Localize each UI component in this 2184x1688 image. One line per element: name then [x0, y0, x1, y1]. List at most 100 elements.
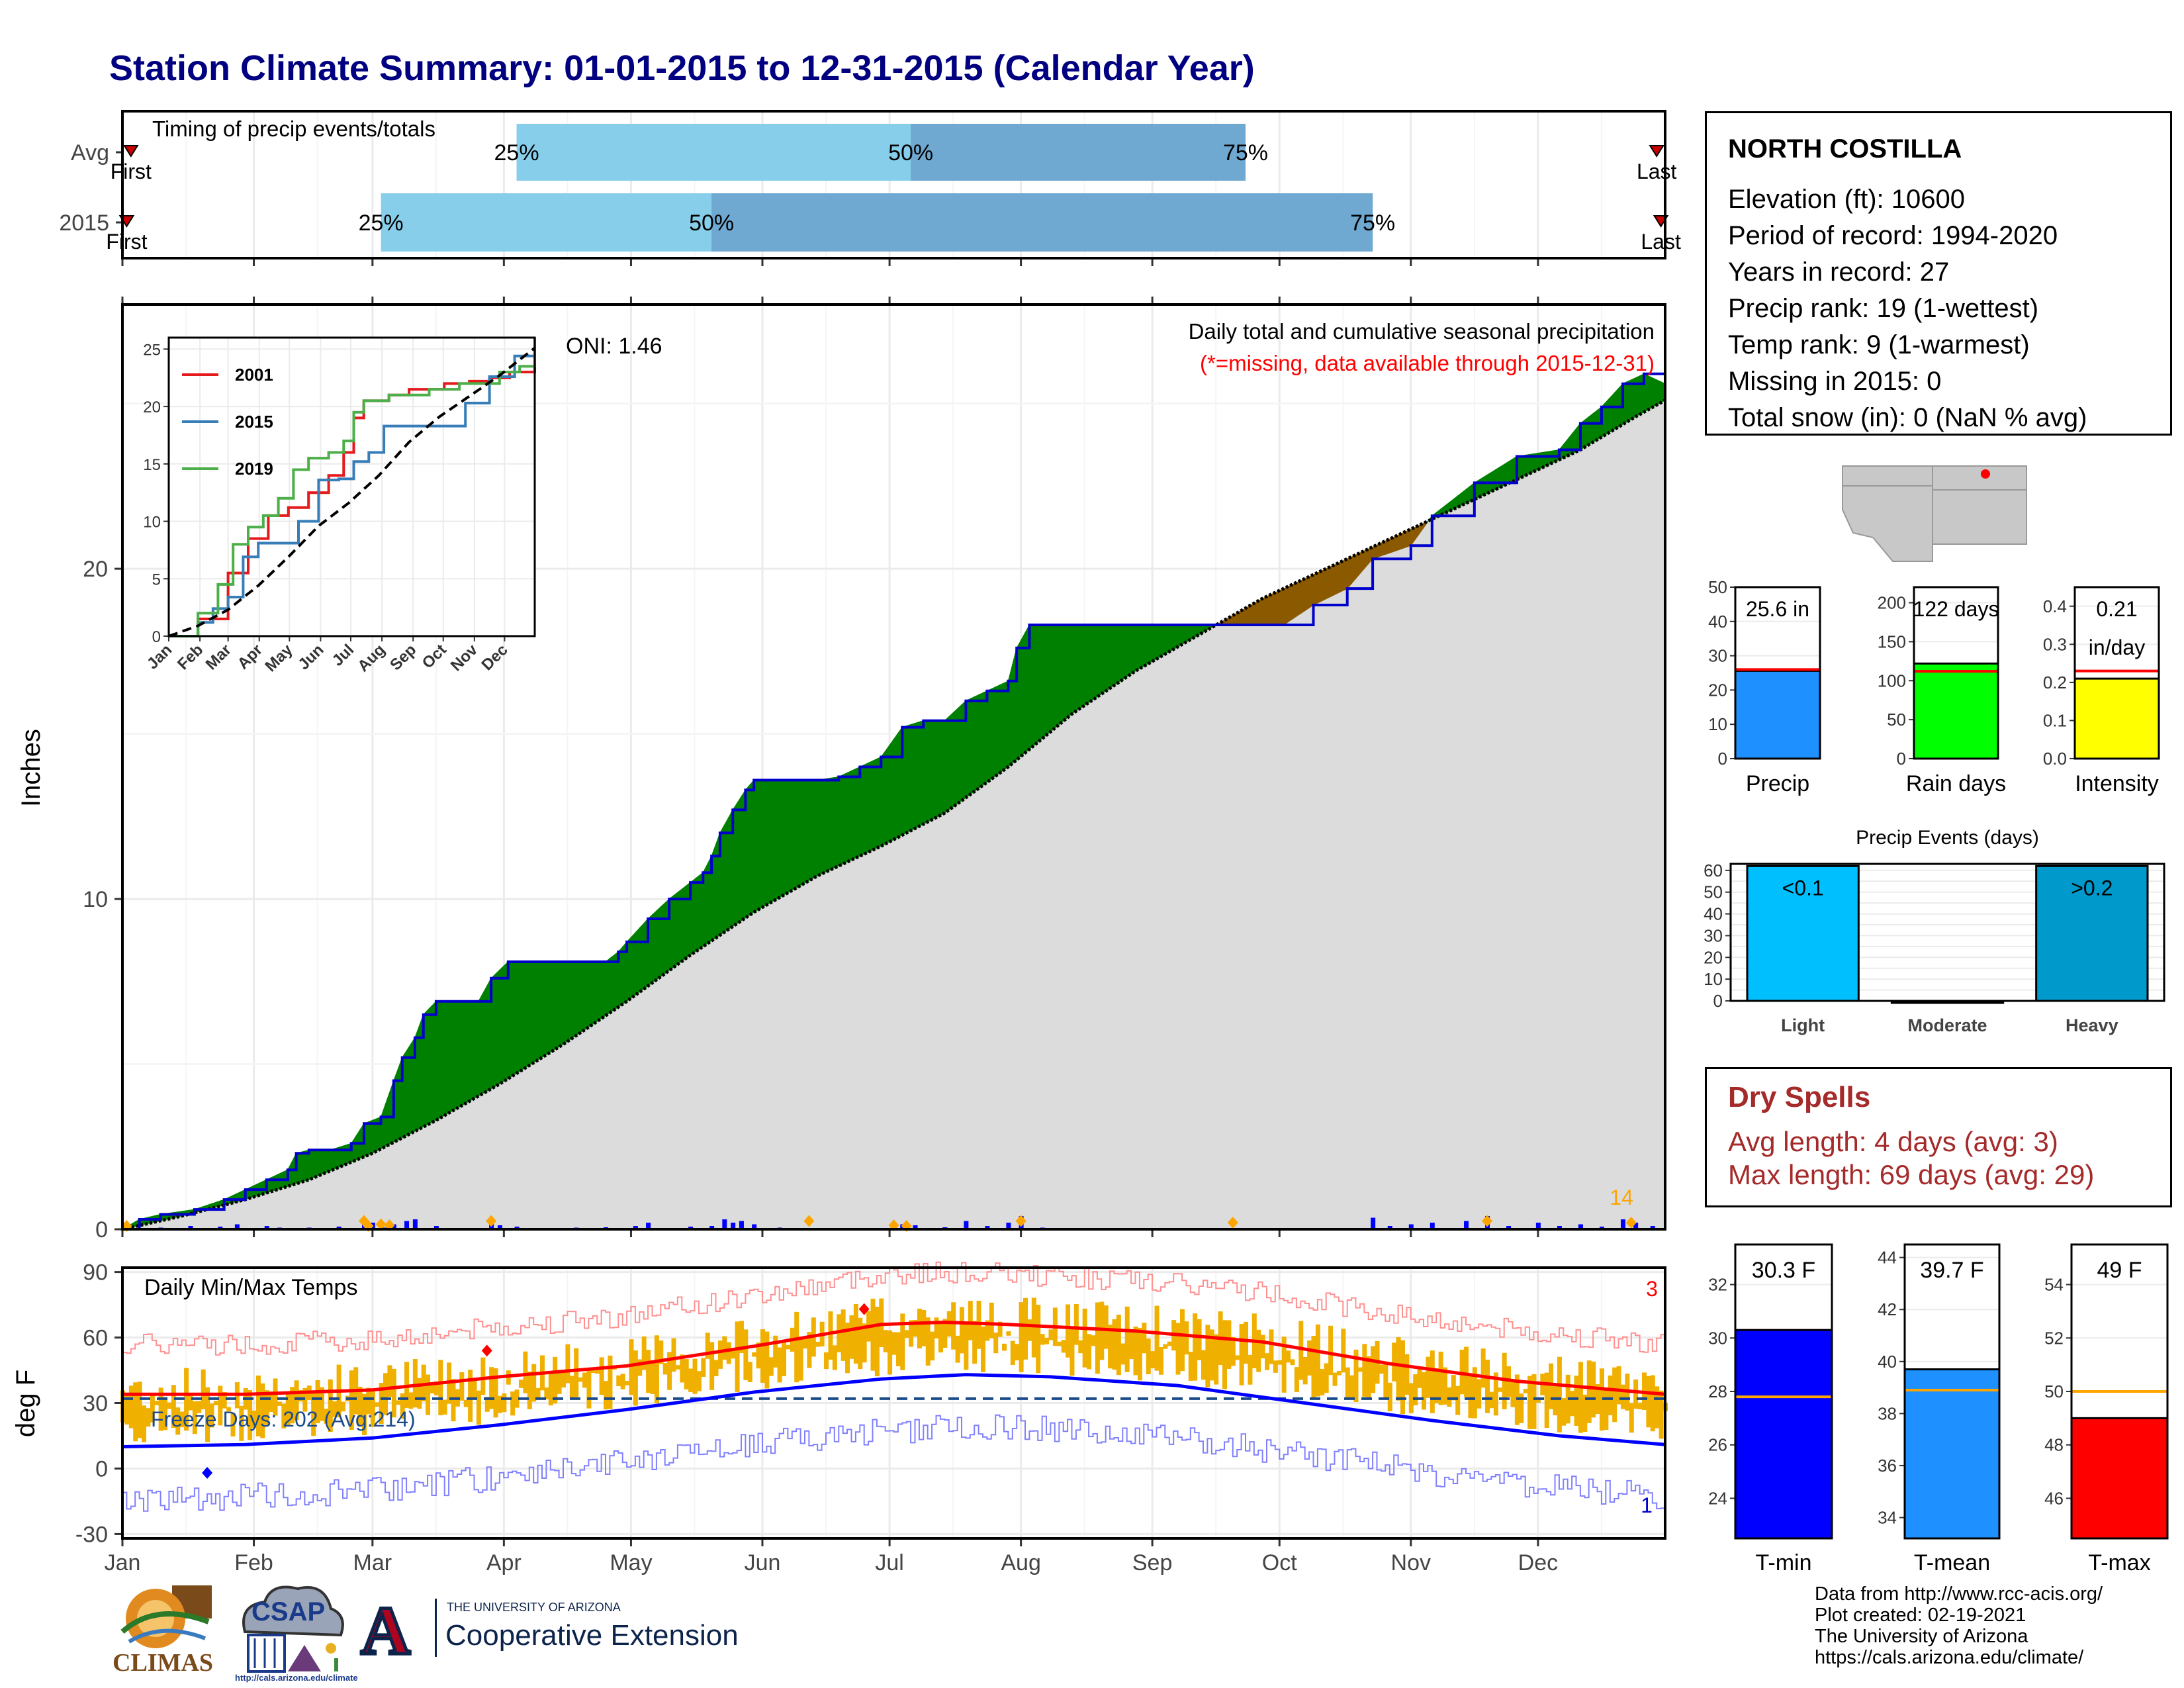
precip-anomaly-fill [448, 1001, 453, 1114]
precip-anomaly-fill [1021, 632, 1026, 757]
daily-temp-bar [349, 1370, 354, 1430]
precip-anomaly-fill [673, 892, 678, 968]
daily-precip-extreme-marker [486, 1215, 497, 1227]
daily-temp-bar [383, 1373, 388, 1415]
precip-anomaly-fill [533, 961, 539, 1064]
daily-temp-bar [175, 1407, 181, 1435]
daily-temp-bar [675, 1365, 680, 1370]
summary-ytick-label: 100 [1878, 671, 1906, 690]
precip-anomaly-fill [753, 780, 759, 913]
precip-anomaly-fill [1143, 624, 1149, 667]
precip-anomaly-fill [432, 1000, 437, 1123]
precip-anomaly-fill [1592, 409, 1598, 443]
daily-temp-bar [171, 1385, 176, 1428]
precip-anomaly-fill [804, 780, 809, 884]
temp-xtick-label: Jul [875, 1550, 903, 1575]
temp-xtick-label: Dec [1518, 1550, 1558, 1575]
daily-temp-bar [535, 1387, 541, 1399]
daily-temp-bar [1480, 1348, 1486, 1388]
daily-temp-bar [1608, 1375, 1613, 1415]
summary-ytick-label: 20 [1708, 680, 1727, 700]
daily-precip-bar [633, 1226, 638, 1229]
daily-temp-bar [230, 1413, 236, 1437]
daily-precip-bar [1006, 1223, 1011, 1229]
daily-temp-bar [1277, 1360, 1283, 1365]
daily-temp-bar [1493, 1372, 1498, 1416]
precip-anomaly-fill [444, 1001, 449, 1116]
daily-temp-bar [1451, 1375, 1456, 1401]
precip-corner-count: 14 [1610, 1186, 1633, 1209]
daily-temp-bar [1650, 1375, 1655, 1432]
daily-temp-bar [1027, 1319, 1032, 1341]
footer-institution: The University of Arizona [1815, 1626, 2028, 1647]
precip-anomaly-fill [885, 744, 890, 845]
daily-temp-bar [510, 1391, 516, 1416]
daily-temp-bar [930, 1331, 935, 1361]
daily-temp-bar [518, 1380, 523, 1388]
daily-temp-bar [917, 1308, 922, 1348]
summary-ytick-label: 0.2 [2043, 673, 2067, 692]
daily-temp-bar [179, 1411, 185, 1428]
precip-anomaly-fill [1152, 624, 1157, 663]
events-panel-frame [1729, 863, 2165, 1002]
daily-temp-bar [1426, 1356, 1431, 1398]
temp-ytick-label: 30 [83, 1391, 108, 1417]
temp-summary-bar [2070, 1417, 2169, 1540]
inset-legend-label: 2015 [235, 412, 273, 432]
climas-emblem-icon [120, 1585, 212, 1648]
precip-anomaly-fill [1139, 624, 1144, 670]
precip-anomaly-fill [1109, 624, 1115, 689]
events-ytick-label: 10 [1704, 969, 1723, 989]
precip-anomaly-fill [495, 969, 500, 1087]
daily-temp-bar [1256, 1329, 1261, 1372]
precip-anomaly-fill [325, 1149, 331, 1174]
precip-anomaly-fill [1321, 568, 1327, 602]
precip-anomaly-fill [1114, 624, 1119, 686]
daily-temp-bar [756, 1342, 761, 1369]
daily-precip-extreme-marker [1015, 1215, 1026, 1227]
daily-temp-bar [604, 1381, 609, 1410]
daily-temp-bar [1616, 1366, 1621, 1405]
precip-anomaly-fill [580, 961, 585, 1034]
daily-temp-bar [1328, 1325, 1334, 1376]
daily-temp-bar [1044, 1338, 1050, 1344]
temp-summary-ytick-label: 48 [2044, 1435, 2064, 1455]
precip-anomaly-fill [1610, 392, 1615, 433]
daily-temp-bar [620, 1374, 625, 1389]
precip-anomaly-fill [1338, 560, 1343, 594]
precip-anomaly-fill [1287, 584, 1293, 623]
precip-anomaly-fill [516, 961, 522, 1074]
footer-data-source: Data from http://www.rcc-acis.org/ [1815, 1583, 2103, 1605]
dry-spells-title: Dry Spells [1728, 1081, 1871, 1113]
daily-temp-bar [472, 1378, 477, 1399]
precip-anomaly-fill [783, 780, 788, 896]
summary-panel-frame [2073, 586, 2160, 760]
daily-temp-bar [375, 1402, 380, 1407]
record-low-line [122, 1414, 1666, 1512]
daily-temp-bar [993, 1333, 999, 1354]
timing-category-label: 2015 [59, 211, 109, 236]
csap-logo-text: CSAP [251, 1597, 326, 1626]
daily-temp-bar [1549, 1363, 1554, 1409]
precip-anomaly-fill [1164, 624, 1170, 655]
daily-temp-bar [1400, 1340, 1405, 1415]
daily-temp-bar [1108, 1325, 1113, 1369]
precip-anomaly-fill [469, 1001, 475, 1102]
precip-anomaly-fill [792, 780, 797, 891]
daily-temp-bar [218, 1385, 223, 1426]
precip-anomaly-fill [559, 961, 564, 1048]
daily-temp-bar [1286, 1350, 1291, 1363]
precip-anomaly-fill [995, 684, 1001, 777]
daily-temp-bar [154, 1401, 159, 1405]
precip-anomaly-fill [737, 795, 742, 925]
daily-temp-bar [1290, 1359, 1295, 1366]
temp-summary-frame [2070, 1243, 2169, 1540]
daily-temp-bar [1629, 1403, 1634, 1433]
daily-precip-bar [1535, 1223, 1541, 1229]
precip-anomaly-fill [762, 780, 767, 908]
precip-anomaly-fill [846, 770, 852, 863]
precip-anomaly-fill [588, 961, 594, 1028]
freeze-days-text: Freeze Days: 202 (Avg:214) [151, 1407, 416, 1431]
temp-summary-ytick-label: 42 [1878, 1299, 1897, 1319]
precip-anomaly-fill [842, 772, 848, 865]
